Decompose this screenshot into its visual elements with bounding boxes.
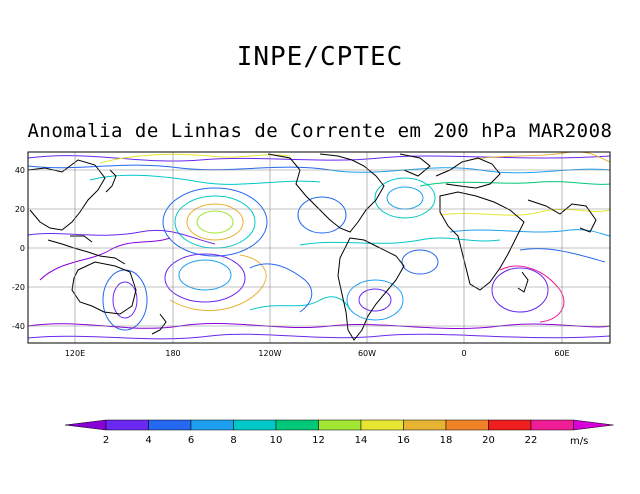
lon-tick: 60E [554, 349, 569, 358]
coastline-south-america [337, 237, 405, 341]
colorbar-label: 18 [440, 435, 453, 446]
coastline-japan [105, 169, 117, 193]
colorbar-label: 10 [270, 435, 283, 446]
page-title: INPE/CPTEC [236, 42, 404, 72]
colorbar-max-arrow [573, 419, 614, 431]
coastline-new-zealand [151, 313, 167, 335]
coastline-europe [435, 157, 501, 189]
streamline [358, 288, 392, 312]
colorbar-segment [360, 419, 404, 431]
colorbar-label: 4 [145, 435, 151, 446]
streamline [28, 164, 331, 171]
streamline [39, 237, 171, 281]
colorbar-segment [233, 419, 277, 431]
streamline [299, 237, 501, 246]
lon-tick: 0 [461, 349, 466, 358]
lat-tick: 40 [15, 166, 25, 175]
coastline-madagascar [517, 271, 529, 293]
streamline [249, 296, 351, 311]
streamline [162, 187, 268, 257]
colorbar-segment [530, 419, 574, 431]
streamline [297, 196, 347, 234]
streamline [419, 181, 610, 187]
streamline [374, 177, 436, 219]
lon-tick: 120W [258, 349, 281, 358]
colorbar-segment [403, 419, 447, 431]
streamline [28, 333, 610, 340]
streamlines [28, 152, 610, 340]
streamline [89, 174, 321, 185]
colorbar-min-arrow [64, 419, 107, 431]
streamline [346, 279, 404, 321]
colorbar-label: 22 [525, 435, 538, 446]
lat-axis: 40 20 0 -20 -40 [12, 166, 25, 331]
streamline [102, 269, 148, 331]
graticule [28, 152, 610, 343]
colorbar-segment [445, 419, 489, 431]
coastline-new-guinea [99, 255, 126, 265]
lat-tick: 20 [15, 205, 25, 214]
coastline-arabia-india [527, 199, 597, 233]
colorbar-label: 6 [188, 435, 194, 446]
lat-tick: -40 [12, 322, 25, 331]
colorbar-label: 12 [312, 435, 325, 446]
lon-tick: 120E [65, 349, 85, 358]
map-frame [27, 151, 611, 344]
streamline [178, 259, 232, 291]
colorbar-label: 14 [355, 435, 368, 446]
coastline-north-america [267, 153, 385, 233]
colorbar-segment [275, 419, 319, 431]
colorbar-segment [190, 419, 234, 431]
streamline [99, 153, 291, 164]
streamline [469, 152, 610, 163]
lon-tick: 60W [358, 349, 376, 358]
streamline [164, 253, 246, 303]
coastline-africa [439, 191, 525, 291]
coastline-indonesia [47, 235, 101, 257]
streamline [28, 229, 216, 245]
streamline [112, 281, 138, 319]
streamline [401, 249, 439, 275]
coastline-asia-east [28, 159, 106, 231]
streamline [499, 265, 565, 323]
map-subtitle: Anomalia de Linhas de Corrente em 200 hP… [27, 120, 613, 142]
streamline [169, 254, 267, 312]
colorbar-units: m/s [570, 436, 588, 447]
colorbar-label: 2 [103, 435, 109, 446]
streamline [249, 263, 313, 313]
colorbar: 2 4 6 8 10 12 14 16 18 20 22 [64, 419, 614, 446]
colorbar-label: 16 [397, 435, 410, 446]
lon-tick: 180 [165, 349, 180, 358]
lat-tick: -20 [12, 283, 25, 292]
streamline [491, 267, 549, 313]
colorbar-label: 20 [482, 435, 495, 446]
lat-tick: 0 [20, 244, 25, 253]
coastline-greenland [399, 153, 431, 177]
colorbar-segment [105, 419, 149, 431]
streamline [186, 203, 244, 241]
streamline [519, 248, 606, 263]
lon-axis: 120E 180 120W 60W 0 60E [65, 349, 570, 358]
streamline [449, 229, 610, 237]
streamline [439, 208, 610, 216]
streamline [386, 186, 424, 210]
colorbar-segment [318, 419, 362, 431]
coastlines [28, 153, 597, 341]
colorbar-segment [488, 419, 532, 431]
streamline [196, 210, 234, 234]
coastline-australia [71, 261, 137, 315]
colorbar-segment [148, 419, 192, 431]
colorbar-label: 8 [230, 435, 236, 446]
